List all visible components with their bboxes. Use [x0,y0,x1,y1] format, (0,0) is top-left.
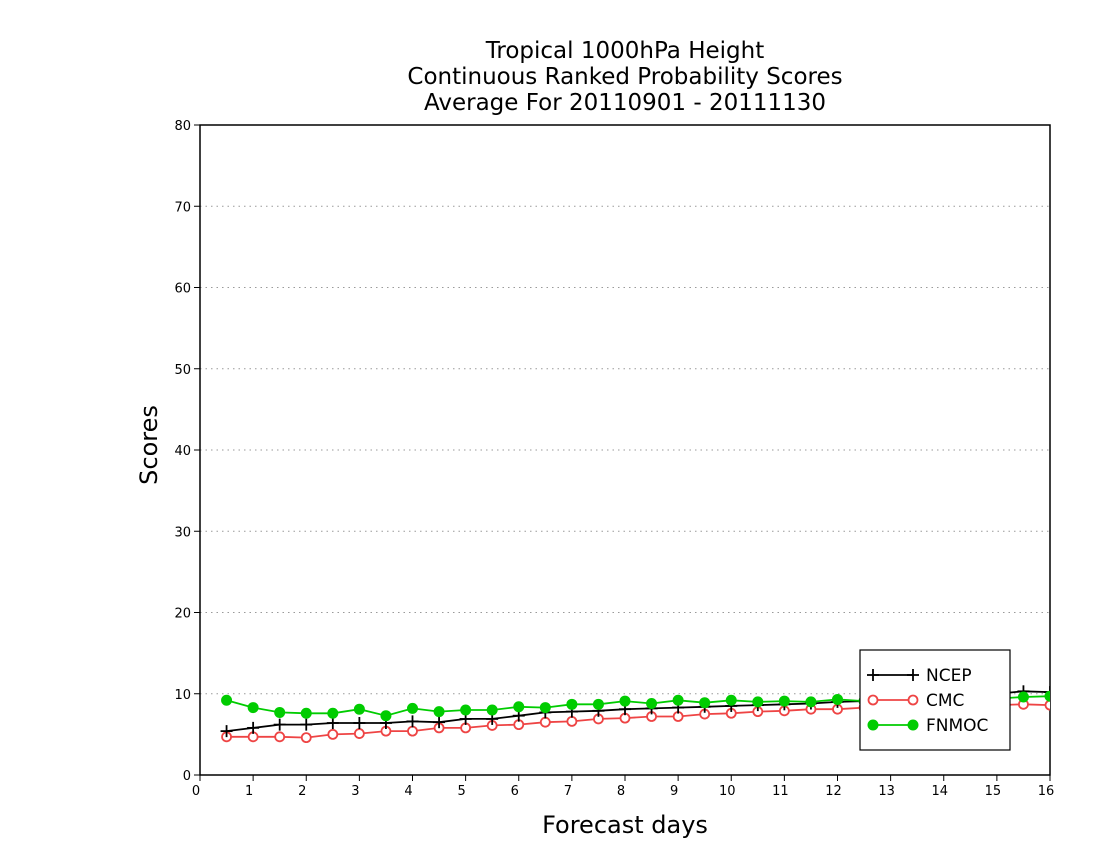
data-point [380,710,392,722]
data-point [725,694,737,706]
data-point [406,715,419,728]
x-tick-label: 12 [825,784,842,799]
x-tick-label: 11 [772,784,789,799]
data-point [353,703,365,715]
data-point [1017,691,1029,703]
y-tick-label: 30 [174,525,191,540]
data-point [433,706,445,718]
legend-marker [867,669,879,681]
data-point [832,693,843,705]
data-point [353,728,365,739]
x-tick-label: 14 [931,784,948,799]
data-point [460,704,472,716]
x-tick-label: 8 [617,784,625,799]
data-point [486,704,498,716]
data-point [327,707,339,719]
data-point [566,698,578,710]
data-point [539,702,551,714]
y-tick-label: 40 [174,444,191,459]
data-point [353,717,366,729]
data-point [273,718,286,731]
x-tick-label: 4 [404,784,412,799]
x-tick-label: 15 [985,784,1002,799]
data-point [805,696,817,708]
chart-title-line: Continuous Ranked Probability Scores [407,64,842,90]
legend-marker [907,719,919,731]
y-tick-label: 50 [174,363,191,378]
data-point [407,702,418,714]
x-tick-label: 9 [670,784,678,799]
legend-item-cmc: CMC [867,691,964,711]
grid-lines [200,205,1050,695]
x-tick-label: 10 [719,784,736,799]
y-tick-label: 20 [174,607,191,622]
x-axis-label: Forecast days [542,811,708,839]
data-point [539,716,551,728]
x-tick-label: 16 [1038,784,1055,799]
legend-item-fnmoc: FNMOC [867,716,988,736]
x-tick-label: 2 [298,784,306,799]
x-tick-label: 7 [564,784,572,799]
data-point [221,694,233,706]
data-point [220,725,233,738]
legend-label: CMC [926,691,964,711]
x-tick-label: 6 [511,784,519,799]
x-tick-label: 13 [878,784,895,799]
data-point [274,706,286,718]
legend-marker [867,694,879,706]
legend-label: FNMOC [926,716,988,736]
y-tick-label: 60 [174,282,191,297]
y-axis-ticks: 0 10 20 30 40 50 60 70 80 [174,119,200,784]
data-point [752,696,764,708]
data-point [1044,690,1050,702]
data-point [300,707,312,719]
y-tick-label: 0 [183,769,191,784]
y-axis-label: Scores [135,405,163,485]
data-point [247,721,260,734]
legend: NCEP CMC FNMOC [859,649,1011,751]
data-point [1044,686,1050,699]
data-point [592,698,604,710]
data-point [1044,699,1050,711]
y-tick-label: 10 [174,688,191,703]
data-point [326,717,339,729]
legend-item-ncep: NCEP [867,666,972,686]
chart-title-line: Average For 20110901 - 20111130 [424,90,826,116]
data-point [407,725,418,737]
x-axis-ticks: 0 1 2 3 4 5 6 7 8 9 10 11 12 13 14 15 16 [192,775,1054,799]
data-point [300,718,313,731]
legend-marker [907,669,919,681]
data-point [327,728,339,740]
data-point [247,702,259,714]
data-point [433,716,446,729]
legend-label: NCEP [926,666,972,686]
data-point [699,697,711,709]
x-tick-label: 5 [457,784,465,799]
data-point [513,701,525,713]
data-point [778,695,790,707]
data-point [566,715,578,727]
legend-marker [867,719,879,731]
x-tick-label: 3 [351,784,359,799]
data-point [619,695,631,707]
legend-marker [907,694,919,706]
data-point [300,732,312,744]
x-tick-label: 1 [245,784,253,799]
chart-title-line: Tropical 1000hPa Height [485,38,765,64]
y-tick-label: 80 [174,119,191,134]
data-point [646,698,658,709]
y-tick-label: 70 [174,200,191,215]
data-point [672,694,684,706]
data-point [274,731,286,743]
x-tick-label: 0 [192,784,200,799]
